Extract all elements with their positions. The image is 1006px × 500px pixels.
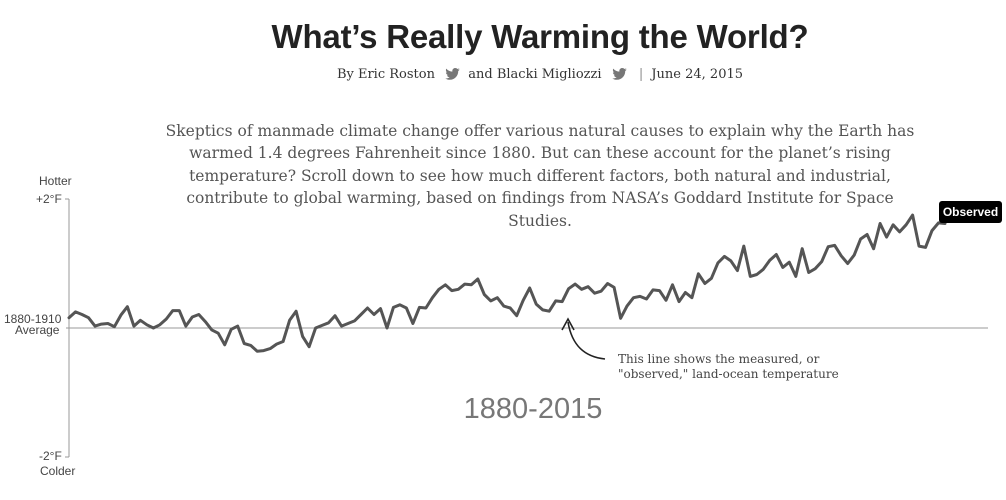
page-title: What’s Really Warming the World? [271,18,809,55]
observed-badge-label: Observed [943,205,998,219]
y-axis-bottom-label: Colder [40,464,75,478]
twitter-bird-icon[interactable] [611,68,627,84]
twitter-bird-icon[interactable] [445,68,460,84]
baseline-label-line2: Average [15,323,60,337]
byline-separator: | [638,67,644,82]
y-axis-top-label: Hotter [39,174,72,188]
publish-date: June 24, 2015 [651,67,744,82]
observed-temperature-line [67,213,947,353]
series-layer [67,213,947,353]
byline: By Eric Roston and Blacki Migliozzi | Ju… [0,67,1006,84]
annotation-arrowhead [561,317,575,331]
observed-badge: Observed [939,201,1002,223]
intro-paragraph: Skeptics of manmade climate change offer… [165,121,915,230]
byline-author-1: By Eric Roston [336,67,435,82]
observed-badge-box [939,201,1002,223]
annotation-arrow [567,321,606,360]
annotation-text-line2: "observed," land-ocean temperature [618,367,839,381]
annotation-text-line1: This line shows the measured, or [618,352,820,366]
y-axis-bottom-tick: -2°F [39,449,62,463]
baseline-label-line1: 1880-1910 [4,312,62,326]
y-axis-top-tick: +2°F [36,192,62,206]
period-label: 1880-2015 [464,393,603,425]
byline-author-2: and Blacki Migliozzi [468,67,602,82]
